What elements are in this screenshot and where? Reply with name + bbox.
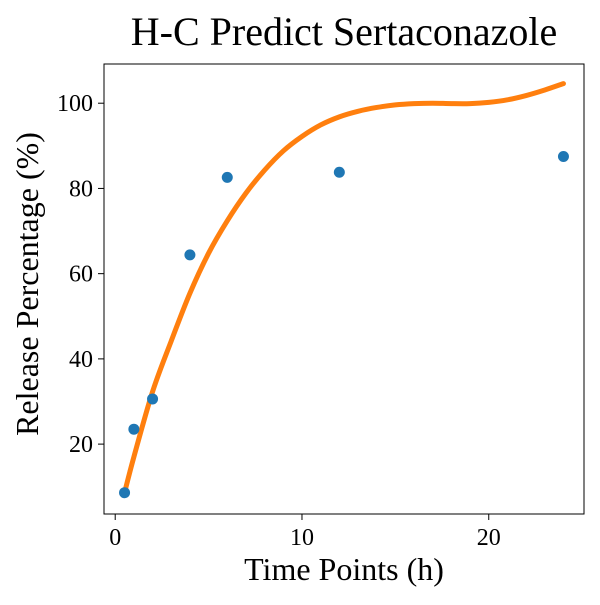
data-point — [557, 150, 569, 162]
y-tick-label: 60 — [69, 262, 93, 288]
x-tick-label: 20 — [477, 525, 501, 551]
y-tick-label: 100 — [57, 91, 93, 117]
points-group — [119, 150, 569, 499]
chart-title: H-C Predict Sertaconazole — [131, 9, 558, 54]
curve-group — [122, 81, 566, 496]
predicted-release-curve — [122, 81, 566, 496]
data-point — [184, 249, 196, 261]
axes-group: 0 10 20 20 40 60 80 100 — [57, 91, 501, 551]
x-tick-label: 10 — [290, 525, 314, 551]
y-tick-label: 40 — [69, 347, 93, 373]
x-tick-label: 0 — [109, 525, 121, 551]
x-axis-label: Time Points (h) — [244, 551, 444, 587]
y-tick-label: 20 — [69, 432, 93, 458]
data-point — [128, 423, 140, 435]
data-point — [147, 393, 159, 405]
plot-frame — [103, 63, 585, 515]
y-axis-label: Release Percentage (%) — [9, 132, 45, 436]
y-tick-label: 80 — [69, 176, 93, 202]
data-point — [221, 171, 233, 183]
data-point — [119, 487, 131, 499]
data-point — [333, 166, 345, 178]
